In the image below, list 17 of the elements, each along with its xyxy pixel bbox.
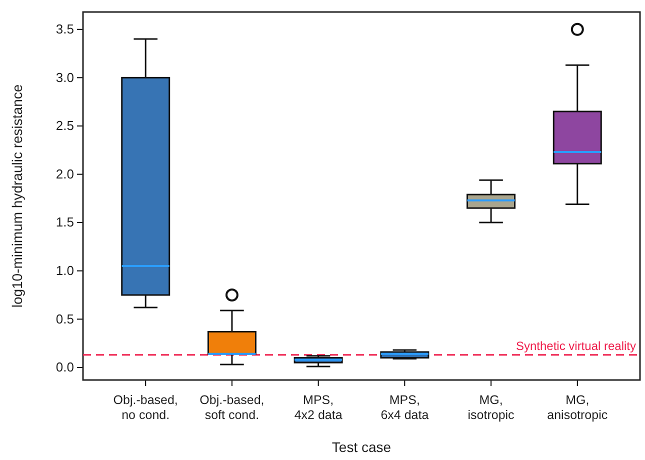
y-tick-label: 3.0 — [56, 70, 74, 85]
y-tick-label: 3.5 — [56, 22, 74, 37]
x-tick-label: MG, anisotropic — [547, 393, 608, 422]
y-axis-title: log10-minimum hydraulic resistance — [9, 84, 25, 308]
y-tick-label: 1.5 — [56, 214, 74, 230]
y-tick-label: 1.0 — [56, 263, 74, 278]
y-tick-label: 0.0 — [56, 360, 74, 375]
x-tick-label: MG, isotropic — [468, 393, 514, 422]
y-tick-label: 0.5 — [56, 311, 74, 326]
x-tick-label: MPS, 4x2 data — [294, 393, 342, 422]
x-axis-title: Test case — [332, 439, 392, 455]
x-tick-label: Obj.-based, no cond. — [113, 393, 178, 422]
ref-line-label: Synthetic virtual reality — [516, 338, 636, 353]
x-tick-label: MPS, 6x4 data — [380, 393, 429, 422]
y-tick-label: 2.0 — [56, 166, 74, 182]
x-tick-label: Obj.-based, soft cond. — [200, 393, 264, 422]
y-tick-label: 2.5 — [56, 118, 74, 134]
